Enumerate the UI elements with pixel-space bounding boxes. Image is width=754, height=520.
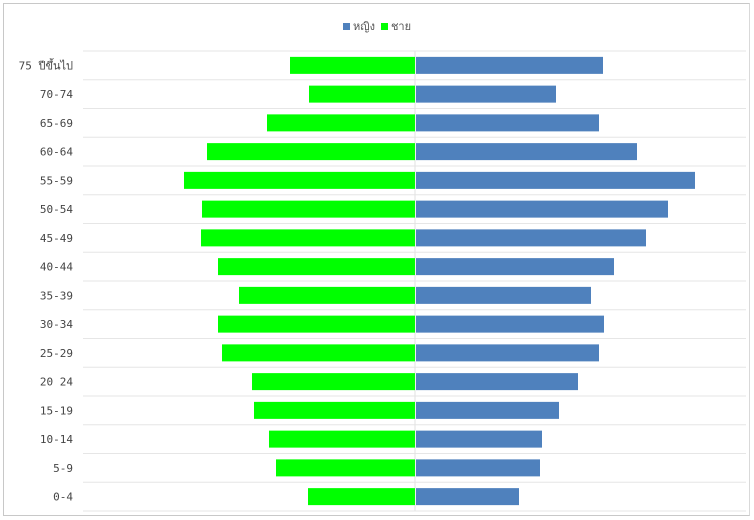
bar-female [416,85,556,103]
legend-swatch-male [380,22,388,30]
bar-male [218,258,415,276]
category-label: 30-34 [40,318,73,331]
bar-female [416,200,668,218]
category-label: 45-49 [40,232,73,245]
bar-female [416,373,578,391]
legend-swatch-female [342,22,350,30]
bar-female [416,171,695,189]
bar-female [416,315,604,333]
category-label: 10-14 [40,433,73,446]
category-label: 65-69 [40,117,73,130]
bar-female [416,430,542,448]
bar-male [276,459,415,477]
category-label: 15-19 [40,404,73,417]
bar-female [416,229,646,247]
bar-male [218,315,415,333]
category-label: 5-9 [53,462,73,475]
bar-female [416,258,614,276]
bar-male [290,56,415,74]
bar-male [184,171,415,189]
category-label: 55-59 [40,174,73,187]
bar-female [416,488,519,506]
category-label: 0-4 [53,491,73,504]
bar-female [416,143,637,161]
bar-male [201,229,415,247]
category-label: 40-44 [40,261,73,274]
legend-item-male[interactable]: ชาย [380,17,412,35]
bar-male [202,200,415,218]
chart-legend: หญิง ชาย [0,17,754,35]
bar-male [222,344,415,362]
bar-male [254,401,415,419]
bar-female [416,286,591,304]
bar-female [416,459,540,477]
legend-item-female[interactable]: หญิง [342,17,375,35]
category-label: 25-29 [40,347,73,360]
category-label: 75 ปีขึ้นไป [19,57,73,72]
bar-male [239,286,415,304]
legend-label-female: หญิง [352,20,375,33]
bar-male [207,143,415,161]
bar-male [269,430,415,448]
bar-male [308,488,415,506]
bar-female [416,344,599,362]
bar-female [416,114,599,132]
category-label: 35-39 [40,289,73,302]
category-label: 60-64 [40,146,73,159]
bar-male [252,373,415,391]
category-label: 50-54 [40,203,73,216]
bar-female [416,401,559,419]
category-label: 70-74 [40,88,73,101]
bar-male [267,114,415,132]
legend-label-male: ชาย [390,20,412,33]
bar-female [416,56,603,74]
bar-male [309,85,415,103]
category-label: 20 24 [40,376,73,389]
